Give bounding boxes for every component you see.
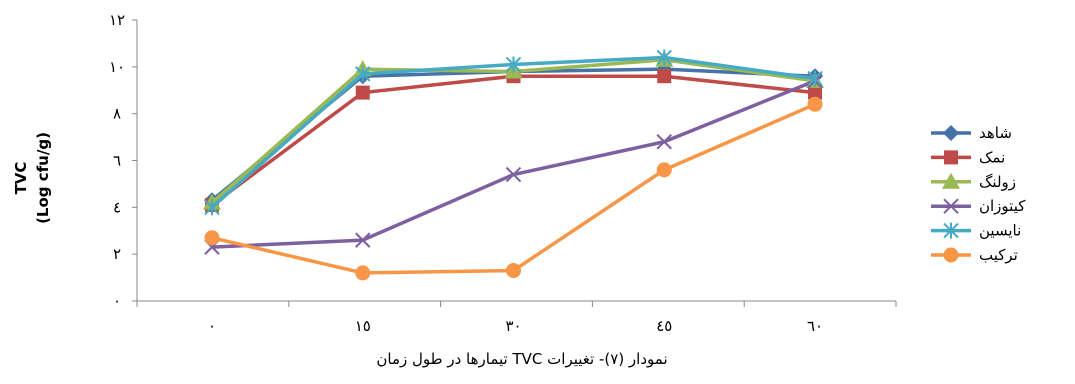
series-line bbox=[210, 67, 816, 202]
y-tick-label: ٢ bbox=[113, 245, 121, 263]
data-point bbox=[505, 56, 522, 73]
data-point bbox=[656, 134, 672, 150]
data-point bbox=[505, 166, 522, 183]
data-point bbox=[808, 85, 822, 100]
data-point bbox=[355, 232, 371, 248]
data-point bbox=[807, 96, 823, 112]
data-point bbox=[204, 199, 220, 216]
y-tick-label: ٦ bbox=[113, 152, 121, 170]
data-point bbox=[807, 70, 823, 87]
legend-item: شاهد bbox=[931, 124, 1012, 142]
x-tick-label: ٠ bbox=[208, 317, 216, 335]
series-line bbox=[210, 74, 816, 207]
legend-label: نمک bbox=[979, 148, 1005, 166]
x-axis-ticks: ٠ ١٥ ٣٠ ٤٥ ٦٠ bbox=[136, 301, 897, 335]
x-tick-label: ٦٠ bbox=[807, 317, 823, 335]
data-point bbox=[656, 49, 672, 66]
y-axis-label-line2: (Log cfu/g) bbox=[34, 132, 52, 224]
series-layer bbox=[203, 49, 824, 281]
legend-item: کیتوزان bbox=[931, 197, 1026, 215]
legend-label: ترکیب bbox=[979, 246, 1018, 264]
marker-stroke bbox=[943, 198, 959, 214]
legend-item: زولنگ bbox=[931, 172, 1016, 191]
legend: شاهد نمک زولنگ کیتوزان نایسین ترکیب bbox=[931, 124, 1026, 264]
series-3 bbox=[203, 50, 824, 210]
series-line bbox=[211, 79, 816, 249]
y-tick-label: ٨ bbox=[113, 105, 121, 123]
marker-stroke bbox=[656, 134, 672, 150]
data-point bbox=[355, 265, 371, 281]
legend-swatch-marker bbox=[944, 150, 958, 165]
legend-item: نایسین bbox=[931, 222, 1021, 240]
legend-label: کیتوزان bbox=[979, 197, 1026, 215]
legend-label: زولنگ bbox=[979, 173, 1016, 191]
series-line bbox=[211, 102, 816, 275]
legend-swatch-marker bbox=[943, 247, 959, 263]
legend-label: نایسین bbox=[979, 222, 1021, 240]
series-6 bbox=[204, 96, 823, 281]
legend-swatch-marker bbox=[943, 222, 959, 239]
series-5 bbox=[204, 49, 823, 216]
marker-stroke bbox=[505, 166, 522, 183]
x-tick-label: ٣٠ bbox=[505, 317, 521, 335]
legend-label: شاهد bbox=[979, 124, 1012, 142]
data-point bbox=[657, 69, 672, 84]
y-tick-label: ٤ bbox=[113, 198, 121, 216]
marker-stroke bbox=[355, 232, 371, 248]
data-point bbox=[656, 162, 672, 178]
legend-swatch-marker bbox=[943, 125, 959, 141]
y-axis-label-line1: TVC bbox=[12, 162, 30, 195]
data-point bbox=[506, 263, 521, 279]
y-tick-label: ١٠ bbox=[109, 58, 125, 76]
legend-swatch-marker bbox=[942, 172, 960, 189]
x-tick-label: ١٥ bbox=[355, 317, 371, 335]
data-point bbox=[204, 230, 220, 246]
legend-item: ترکیب bbox=[931, 246, 1018, 264]
x-tick-label: ٤٥ bbox=[656, 317, 672, 335]
y-tick-label: ١٢ bbox=[109, 11, 125, 29]
figure-caption: نمودار (٧)- تغییرات TVC تیمارها در طول ز… bbox=[376, 350, 667, 368]
legend-swatch-marker bbox=[943, 198, 959, 214]
data-point bbox=[355, 65, 371, 82]
legend-item: نمک bbox=[931, 148, 1005, 166]
y-axis-ticks: ٠ ٢ ٤ ٦ ٨ ١٠ ١٢ bbox=[109, 11, 137, 310]
y-tick-label: ٠ bbox=[113, 292, 121, 310]
data-point bbox=[355, 85, 370, 100]
series-4 bbox=[204, 73, 823, 255]
